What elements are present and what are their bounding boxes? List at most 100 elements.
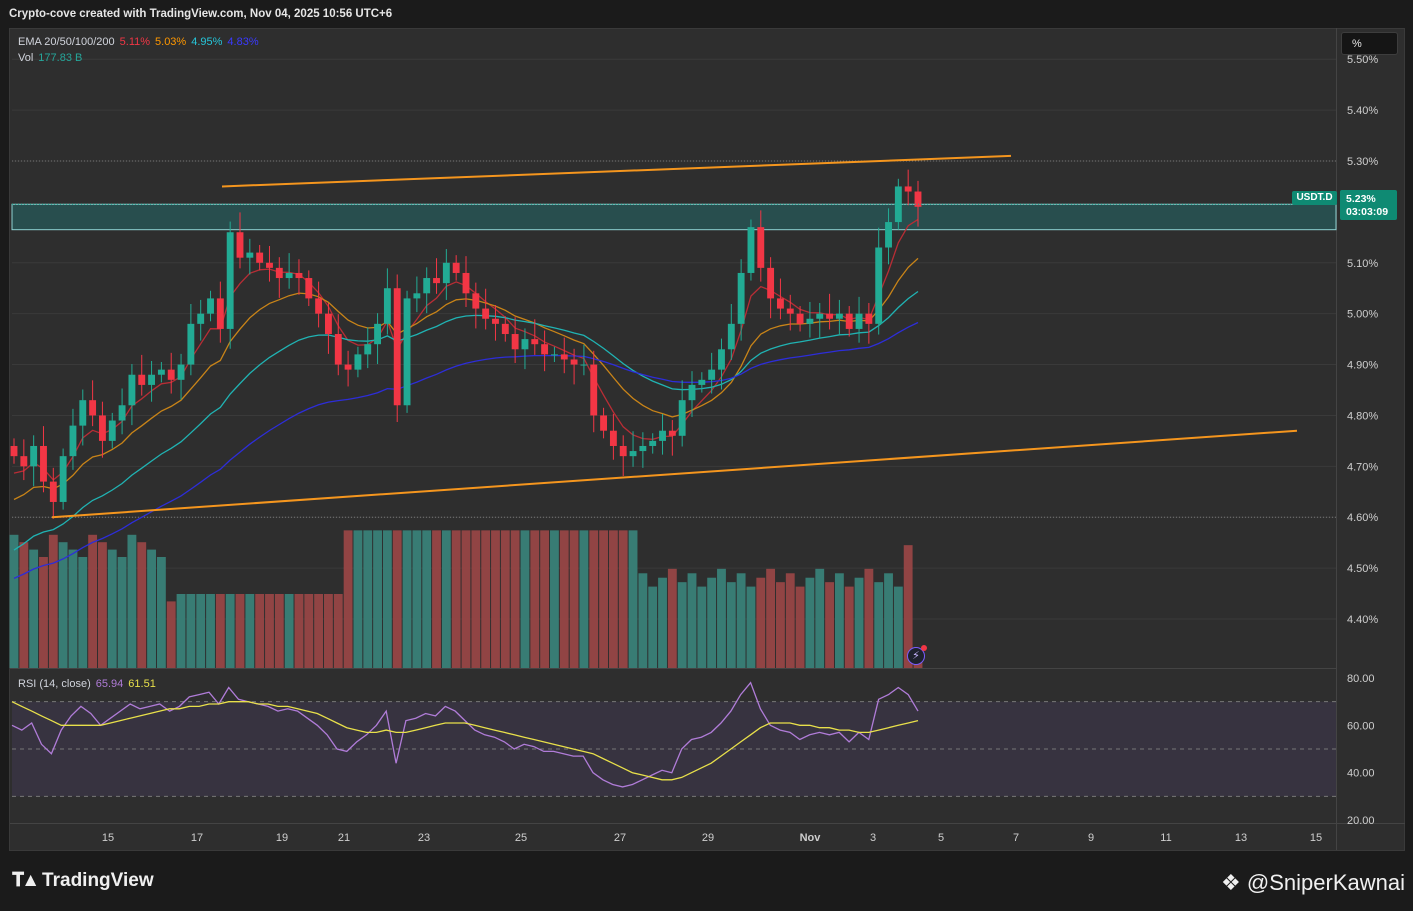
candle-body <box>216 298 224 329</box>
rsi-axis-label: 40.00 <box>1347 768 1375 780</box>
ema-legend-label: EMA 20/50/100/200 <box>18 36 115 48</box>
volume-bar <box>98 542 107 668</box>
volume-bar <box>766 568 776 668</box>
volume-bar <box>854 577 864 668</box>
price-axis-label: 5.00% <box>1347 309 1378 321</box>
volume-bar <box>353 530 363 668</box>
volume-bar <box>736 573 746 668</box>
volume-bar <box>893 586 903 668</box>
time-axis-separator <box>10 823 1405 824</box>
candle-body <box>334 334 342 365</box>
volume-bar <box>697 586 707 668</box>
volume-bar <box>382 530 392 668</box>
candle-body <box>757 227 765 268</box>
price-axis-label: 4.60% <box>1347 512 1378 524</box>
candle-body <box>226 232 234 329</box>
volume-bar <box>491 530 500 668</box>
ema-legend[interactable]: EMA 20/50/100/200 5.11% 5.03% 4.95% 4.83% <box>18 36 264 48</box>
flash-icon[interactable]: ⚡ <box>907 645 927 665</box>
rsi-axis-label: 60.00 <box>1347 720 1375 732</box>
volume-bar <box>481 530 491 668</box>
ema50-value: 5.03% <box>155 36 187 48</box>
volume-bar <box>402 530 412 668</box>
candle-body <box>374 323 382 345</box>
volume-bar <box>903 545 913 668</box>
volume-bar <box>746 586 756 668</box>
volume-bar <box>304 594 314 668</box>
volume-bar <box>461 530 471 668</box>
volume-bar <box>608 530 618 668</box>
time-axis-label: 15 <box>102 832 114 844</box>
candle-body <box>285 272 293 279</box>
volume-bar <box>913 662 923 668</box>
rsi-axis-label: 20.00 <box>1347 815 1375 827</box>
candle-body <box>619 445 627 457</box>
volume-bar <box>294 594 304 668</box>
candle-body <box>383 288 391 324</box>
tradingview-mark-icon: 𝐓▲ <box>12 870 40 891</box>
volume-bar <box>520 530 530 668</box>
candle-body <box>20 456 28 467</box>
candle-body <box>79 400 87 426</box>
candle-body <box>885 222 892 248</box>
volume-bar <box>874 582 884 668</box>
volume-bar <box>589 530 599 668</box>
time-axis-label: 19 <box>276 832 288 844</box>
supply-zone <box>11 203 1337 231</box>
watermark-user: ❖ @SniperKawnai <box>1221 870 1405 896</box>
rsi-ma-line <box>11 701 919 781</box>
symbol-tag: USDT.D <box>1292 191 1337 205</box>
volume-bar <box>559 530 569 668</box>
candle-body <box>472 293 480 309</box>
time-axis-label: 3 <box>870 832 876 844</box>
price-axis-label: 4.90% <box>1347 360 1378 372</box>
volume-bar <box>815 568 825 668</box>
candle-body <box>855 313 863 329</box>
candle-body <box>108 420 116 441</box>
candle-body <box>845 313 853 329</box>
volume-bar <box>844 586 854 668</box>
volume-bar <box>550 530 559 668</box>
candle-body <box>482 308 490 319</box>
candle-body <box>875 247 883 324</box>
candle-body <box>187 323 195 365</box>
volume-bar <box>628 530 638 668</box>
candle-body <box>433 278 440 284</box>
candle-body <box>442 262 450 284</box>
volume-bar <box>834 573 844 668</box>
tradingview-brand: TradingView <box>42 870 154 891</box>
candle-body <box>511 334 519 350</box>
candle-body <box>177 364 185 380</box>
rsi-legend[interactable]: RSI (14, close) 65.94 61.51 <box>18 678 161 690</box>
volume-bar <box>206 594 215 668</box>
candle-body <box>570 359 578 365</box>
candle-body <box>197 313 205 324</box>
volume-bar <box>432 530 441 668</box>
candle-body <box>708 369 716 380</box>
percent-scale-button[interactable]: % <box>1341 32 1398 55</box>
candle-body <box>128 374 136 406</box>
volume-bar <box>176 594 186 668</box>
vol-legend[interactable]: Vol 177.83 B <box>18 52 87 64</box>
candle-body <box>649 440 657 446</box>
volume-bar <box>39 557 48 668</box>
rsi-ma-value: 61.51 <box>128 678 156 690</box>
rsi-line <box>11 681 919 788</box>
time-axis-label: 29 <box>702 832 714 844</box>
candle-body <box>275 267 283 279</box>
price-axis-label: 4.70% <box>1347 461 1378 473</box>
volume-bar <box>265 594 274 668</box>
candle-body <box>492 318 499 324</box>
watermark-username: @SniperKawnai <box>1246 870 1405 895</box>
volume-bar <box>274 594 284 668</box>
resistance-trendline <box>221 154 1012 188</box>
volume-bar <box>471 530 481 668</box>
candle-body <box>609 430 617 446</box>
candle-body <box>894 186 902 223</box>
price-axis-label: 5.40% <box>1347 105 1378 117</box>
volume-bar <box>186 594 196 668</box>
candle-body <box>40 445 47 482</box>
candle-body <box>600 415 608 431</box>
candle-body <box>138 374 146 385</box>
